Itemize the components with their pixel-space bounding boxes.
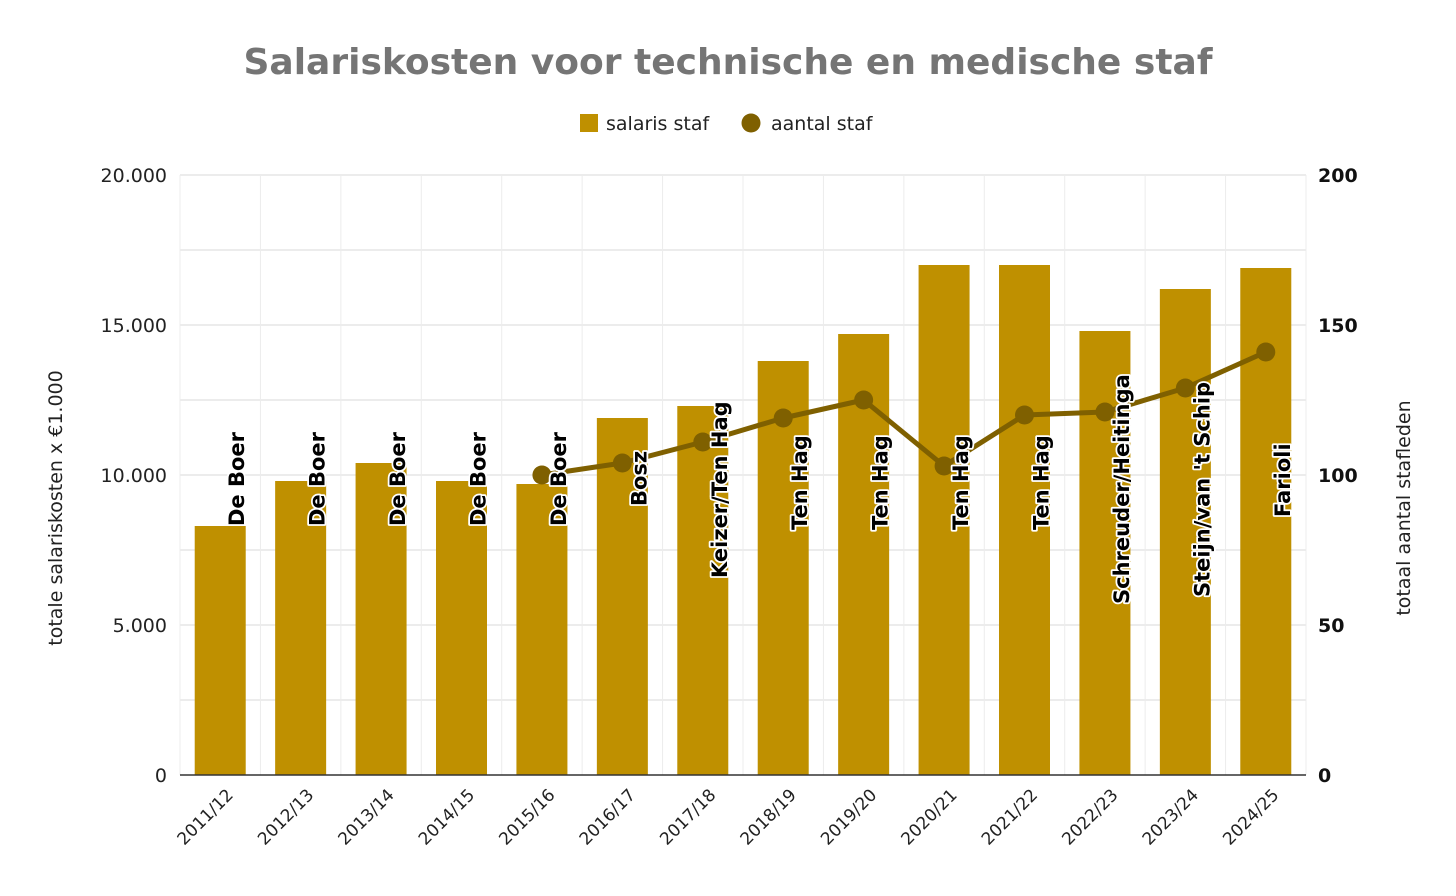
x-tick-label: 2011/12 [174, 785, 238, 849]
y-tick-label-left: 5.000 [113, 615, 167, 637]
bar-2017-18 [677, 406, 729, 775]
legend-label-salaris: salaris staf [606, 113, 710, 135]
bar-2015-16 [516, 484, 568, 775]
x-tick-label: 2012/13 [254, 785, 318, 849]
coach-label: De Boer [467, 431, 491, 526]
chart-title: Salariskosten voor technische en medisch… [244, 42, 1213, 83]
x-tick-label: 2015/16 [495, 785, 559, 849]
gridlines [179, 174, 1307, 775]
coach-label: Ten Hag [869, 435, 893, 530]
bar-series [194, 265, 1292, 775]
y-tick-label-right: 150 [1318, 315, 1358, 337]
coach-label: De Boer [225, 431, 249, 526]
point-2016-17 [612, 453, 632, 473]
x-tick-label: 2024/25 [1219, 785, 1283, 849]
coach-label: Keizer/Ten Hag [708, 401, 732, 578]
line-series [532, 342, 1276, 485]
point-2019-20 [854, 390, 874, 410]
legend-swatch-salaris [580, 114, 598, 132]
y-tick-label-left: 10.000 [101, 465, 167, 487]
coach-label: Steijn/van 't Schip [1190, 382, 1214, 597]
x-tick-label: 2013/14 [335, 785, 399, 849]
bar-2023-24 [1159, 289, 1211, 775]
point-2018-19 [773, 408, 793, 428]
bar-2012-13 [275, 481, 327, 775]
coach-label: Bosz [627, 451, 651, 506]
coach-label: Ten Hag [1030, 435, 1054, 530]
x-tick-label: 2019/20 [817, 785, 881, 849]
bar-2020-21 [918, 265, 970, 775]
x-tick-label: 2018/19 [737, 785, 801, 849]
bar-2018-19 [757, 361, 809, 775]
bar-2016-17 [596, 418, 648, 775]
coach-label: De Boer [547, 431, 571, 526]
x-tick-label: 2017/18 [656, 785, 720, 849]
point-2021-22 [1015, 405, 1034, 425]
coach-label: Ten Hag [949, 435, 973, 530]
coach-label: De Boer [306, 431, 330, 526]
point-2023-24 [1175, 378, 1195, 398]
bar-2011-12 [194, 526, 246, 775]
y-tick-label-right: 100 [1318, 465, 1358, 487]
legend-marker-aantal [741, 113, 761, 133]
bar-2014-15 [436, 481, 487, 775]
coach-annotations: De Boer De Boer De Boer De Boer De Boer Bosz K… [223, 372, 1296, 605]
point-2022-23 [1095, 402, 1115, 422]
y-tick-label-right: 50 [1318, 615, 1344, 637]
y-tick-label-right: 200 [1318, 165, 1358, 187]
point-2017-18 [693, 432, 713, 452]
x-tick-label: 2023/24 [1139, 785, 1203, 849]
coach-label: Ten Hag [788, 435, 812, 530]
coach-label: Schreuder/Heitinga [1110, 374, 1134, 604]
legend: salaris staf aantal staf [580, 113, 874, 135]
x-tick-label: 2021/22 [978, 785, 1042, 849]
y-tick-label-left: 20.000 [101, 165, 167, 187]
y-tick-label-left: 15.000 [101, 315, 167, 337]
point-2020-21 [934, 456, 954, 476]
coach-label: Farioli [1271, 443, 1295, 517]
coach-label: De Boer [386, 431, 410, 526]
bar-2013-14 [355, 463, 407, 775]
y-tick-label-left: 0 [155, 765, 167, 787]
x-tick-label: 2020/21 [898, 785, 962, 849]
y-tick-label-right: 0 [1318, 765, 1331, 787]
x-tick-label: 2014/15 [415, 785, 479, 849]
y-axis-label-left: totale salariskosten x €1.000 [45, 370, 67, 645]
x-tick-label: 2016/17 [576, 785, 640, 849]
legend-label-aantal: aantal staf [771, 113, 874, 135]
point-2024-25 [1256, 342, 1276, 362]
bar-2021-22 [999, 265, 1050, 775]
y-axis-label-right: totaal aantal stafleden [1393, 400, 1415, 615]
point-2015-16 [532, 465, 552, 485]
line-aantal-staf [541, 349, 1267, 478]
x-tick-label: 2022/23 [1058, 785, 1122, 849]
